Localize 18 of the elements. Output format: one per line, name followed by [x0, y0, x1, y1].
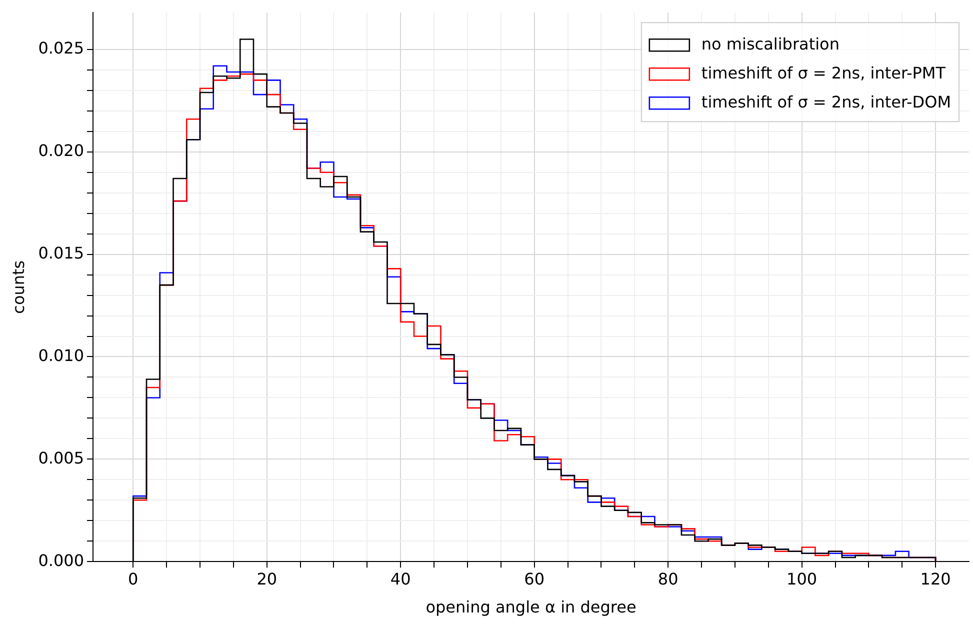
x-tick-label: 0 [128, 569, 138, 588]
y-axis-title: counts [8, 260, 28, 314]
y-tick-label: 0.010 [38, 346, 84, 365]
x-tick-label: 80 [658, 569, 678, 588]
x-tick-label: 40 [390, 569, 411, 588]
y-tick-label: 0.015 [38, 243, 84, 262]
y-tick-label: 0.025 [38, 38, 84, 58]
y-tick-label: 0.020 [38, 141, 84, 160]
x-tick-label: 120 [920, 569, 951, 588]
x-tick-label: 100 [786, 569, 818, 588]
legend-label: timeshift of σ = 2ns, inter-PMT [701, 63, 946, 82]
y-tick-label: 0.000 [38, 550, 84, 570]
y-tick-label: 0.005 [38, 448, 84, 468]
legend-label: timeshift of σ = 2ns, inter-DOM [701, 92, 952, 112]
legend-label: no miscalibration [701, 34, 840, 54]
x-tick-label: 60 [524, 569, 545, 588]
x-tick-label: 20 [256, 569, 278, 588]
x-axis-title: opening angle α in degree [426, 598, 636, 617]
